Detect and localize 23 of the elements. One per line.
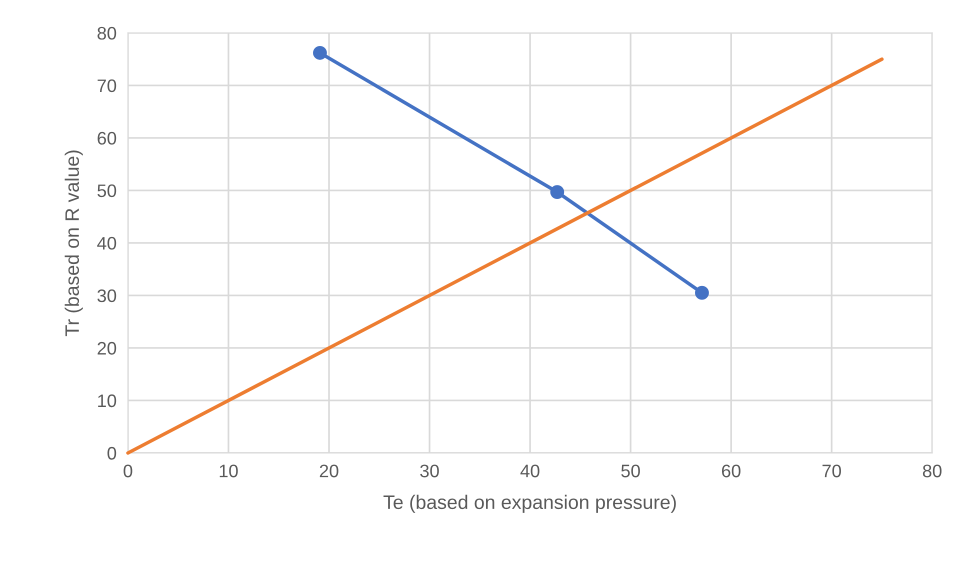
point xyxy=(313,46,327,60)
x-tick-label: 70 xyxy=(822,464,841,478)
y-tick-label: 10 xyxy=(98,394,116,408)
x-axis-title: Te (based on expansion pressure) xyxy=(384,494,676,513)
y-tick-label: 0 xyxy=(108,446,116,460)
x-tick-label: 0 xyxy=(124,464,132,478)
x-tick-label: 80 xyxy=(922,464,942,478)
y-tick-label: 60 xyxy=(98,132,116,145)
y-tick-label: 20 xyxy=(98,342,116,355)
x-tick-label: 10 xyxy=(220,464,238,478)
point xyxy=(550,185,564,199)
x-tick-label: 40 xyxy=(520,464,540,478)
y-tick-label: 30 xyxy=(97,289,116,302)
y-axis-title: Tr (based on R value) xyxy=(64,150,83,336)
x-tick-label: 20 xyxy=(320,464,338,478)
x-tick-label: 30 xyxy=(420,464,439,478)
y-tick-label: 70 xyxy=(98,79,116,92)
y-tick-label: 80 xyxy=(98,26,116,40)
x-tick-label: 50 xyxy=(621,464,640,478)
y-tick-label: 50 xyxy=(97,184,116,198)
point xyxy=(695,286,709,300)
y-tick-label: 40 xyxy=(97,236,116,250)
x-tick-label: 60 xyxy=(722,464,740,478)
